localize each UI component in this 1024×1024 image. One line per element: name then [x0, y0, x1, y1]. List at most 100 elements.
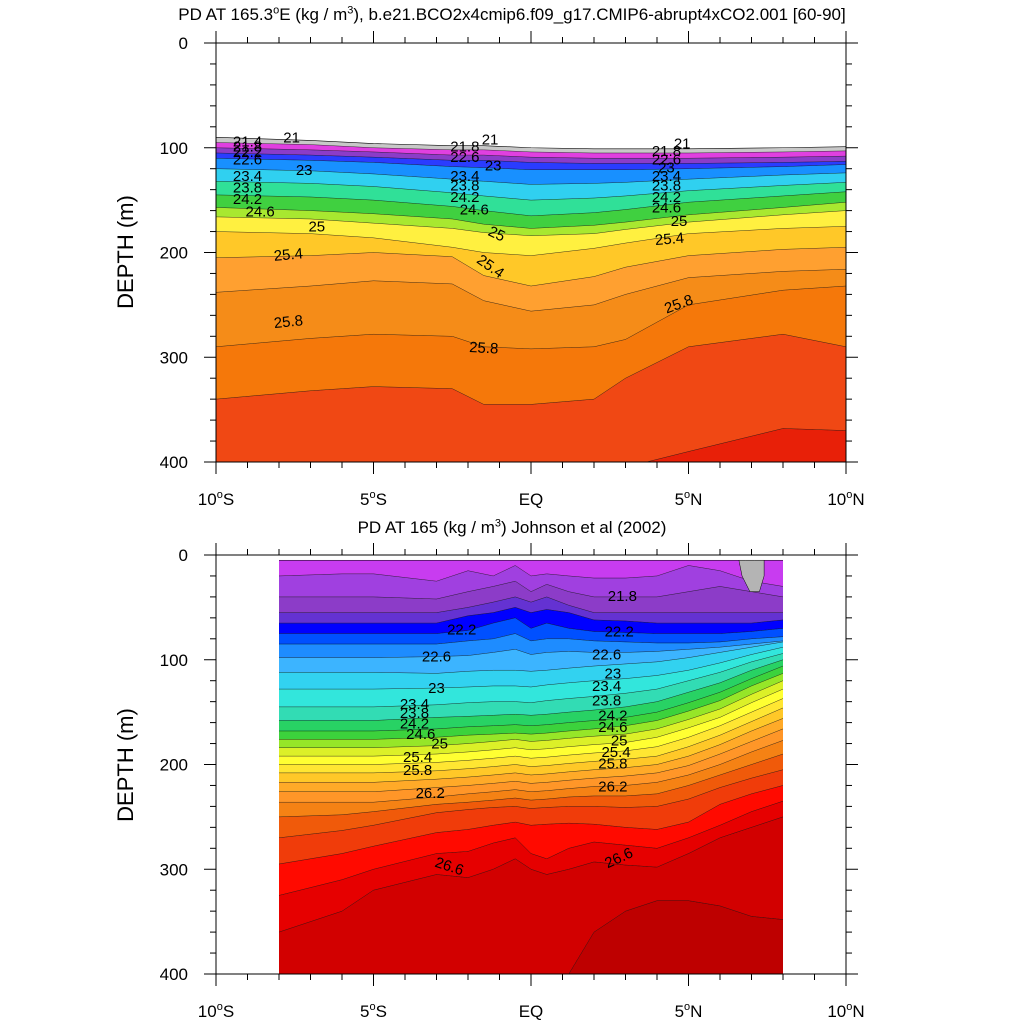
- top-x-tick-label-0: 10oS: [198, 489, 234, 509]
- bottom-chart-title: PD AT 165 (kg / m3) Johnson et al (2002): [357, 517, 667, 537]
- bottom-contour-line-1: [278, 565, 784, 587]
- bottom-x-tick-label-0: 10oS: [198, 1001, 234, 1021]
- bottom-density-band-20: [279, 728, 783, 803]
- bottom-density-band-23: [279, 769, 783, 865]
- bottom-x-tick-label-1: 5oS: [360, 1001, 387, 1021]
- bottom-density-band-2: [279, 565, 783, 599]
- bottom-density-band-3: [279, 581, 783, 613]
- top-contour-label-33: 25.4: [654, 230, 685, 249]
- bottom-contour-label-7: 23.4: [400, 696, 429, 713]
- top-contour-label-19: 24.2: [450, 189, 479, 206]
- bottom-x-tick-label-4: 10oN: [827, 1001, 864, 1021]
- bottom-contour-line-12: [279, 665, 784, 732]
- bottom-density-band-22: [279, 754, 783, 838]
- top-surface-line: [216, 136, 846, 150]
- bottom-contour-line-20: [279, 740, 784, 803]
- bottom-contour-line-2: [279, 580, 784, 600]
- top-contour-label-21: 25: [485, 223, 507, 245]
- bottom-contour-line-21: [278, 753, 784, 818]
- top-contour-label-15: 22.6: [450, 149, 479, 166]
- top-y-tick-label-0: 0: [179, 34, 188, 53]
- top-contour-label-0: 21: [283, 129, 300, 146]
- top-contour-label-2: 21.8: [233, 139, 262, 156]
- top-contour-label-3: 22.2: [233, 144, 262, 161]
- bottom-contour-line-15: [279, 688, 784, 757]
- top-contour-label-31: 24.6: [652, 199, 681, 216]
- bottom-contour-line-13: [279, 673, 784, 740]
- top-density-band-8: [216, 202, 846, 236]
- top-y-tick-label-1: 100: [160, 139, 188, 158]
- bottom-density-band-18: [279, 707, 783, 783]
- top-contour-line-4: [216, 168, 846, 185]
- top-contour-label-29: 23.8: [652, 177, 681, 194]
- bottom-contour-label-21: 26.2: [416, 785, 445, 802]
- bottom-contour-label-8: 23.4: [592, 678, 621, 695]
- top-contour-label-28: 23.4: [652, 168, 681, 185]
- bottom-contour-line-11: [279, 659, 784, 721]
- bottom-density-band-9: [279, 641, 783, 690]
- top-x-tick-label-4: 10oN: [827, 489, 864, 509]
- top-contour-line-6: [216, 191, 846, 217]
- top-contour-label-9: 24.6: [245, 204, 274, 221]
- top-contour-label-18: 23.8: [450, 177, 479, 194]
- top-density-band-14: [216, 334, 846, 462]
- bottom-contour-label-18: 25.4: [601, 744, 630, 761]
- bottom-density-band-10: [279, 647, 783, 707]
- top-contour-label-1: 21.4: [233, 133, 262, 150]
- top-chart-title: PD AT 165.3oE (kg / m3), b.e21.BCO2x4cmi…: [178, 4, 846, 24]
- bottom-y-tick-label-1: 100: [160, 651, 188, 670]
- bottom-contour-line-4: [279, 607, 784, 624]
- top-contour-label-14: 21.8: [450, 139, 479, 156]
- bottom-density-band-12: [279, 659, 783, 731]
- top-contour-line-8: [216, 210, 846, 236]
- top-contour-line-12: [216, 285, 846, 350]
- top-y-tick-label-4: 400: [160, 453, 188, 472]
- bottom-contour-line-9: [279, 646, 784, 690]
- bottom-contour-label-9: 23.8: [400, 705, 429, 722]
- bottom-y-tick-label-3: 300: [160, 860, 188, 879]
- bottom-contour-line-7: [279, 640, 784, 658]
- bottom-density-band-14: [279, 673, 783, 748]
- bottom-contour-line-16: [279, 698, 784, 765]
- top-density-band-11: [216, 247, 846, 312]
- bottom-contour-label-0: 21.8: [608, 588, 637, 605]
- top-y-tick-label-3: 300: [160, 348, 188, 367]
- bottom-contour-line-22: [278, 769, 784, 839]
- bottom-density-band-21: [279, 740, 783, 817]
- top-x-tick-label-1: 5oS: [360, 489, 387, 509]
- bottom-contour-label-16: 25: [611, 732, 628, 749]
- bottom-contour-label-19: 25.8: [403, 762, 432, 779]
- bottom-contour-line-5: [279, 617, 784, 634]
- bottom-y-tick-label-4: 400: [160, 965, 188, 984]
- bottom-contour-label-14: 24.6: [598, 719, 627, 736]
- bottom-contour-label-12: 24.2: [598, 707, 627, 724]
- bottom-x-tick-label-2: EQ: [519, 1002, 544, 1021]
- bottom-contour-line-17: [279, 707, 784, 774]
- top-contour-label-13: 21: [482, 131, 499, 148]
- bottom-contour-line-19: [279, 728, 784, 792]
- bottom-contour-label-2: 22.2: [605, 623, 634, 640]
- bottom-contour-label-15: 25: [431, 736, 448, 753]
- bottom-contour-line-3: [279, 596, 783, 613]
- top-density-band-13: [216, 286, 846, 405]
- bottom-contour-line-8: [279, 641, 784, 674]
- top-contour-label-16: 23: [485, 158, 502, 175]
- bottom-density-band-26: [279, 816, 783, 974]
- top-axes: 0 100 200 300 400 10oS 5oS EQ 5oN 10oN: [160, 31, 865, 509]
- bottom-contour-line-10: [279, 653, 784, 708]
- top-contour-label-25: 21.8: [652, 143, 681, 160]
- top-contour-label-32: 25: [671, 213, 688, 230]
- bottom-density-band-25: [279, 801, 783, 933]
- top-y-tick-label-2: 200: [160, 244, 188, 263]
- top-density-band-2: [216, 147, 846, 164]
- bottom-density-band-27: [568, 900, 783, 974]
- bottom-contour-label-4: 22.6: [592, 647, 621, 664]
- bottom-contour-label-10: 23.8: [592, 693, 621, 710]
- top-contour-label-11: 25.4: [273, 245, 304, 264]
- top-contour-label-8: 24.2: [233, 191, 262, 208]
- bottom-axes: 0 100 200 300 400 10oS 5oS EQ 5oN 10oN: [160, 543, 865, 1021]
- top-contour-label-6: 23.4: [233, 168, 262, 185]
- top-contour-line-10: [216, 247, 846, 287]
- bottom-contour-label-5: 23: [428, 680, 445, 697]
- bottom-contour-label-6: 23: [605, 665, 622, 682]
